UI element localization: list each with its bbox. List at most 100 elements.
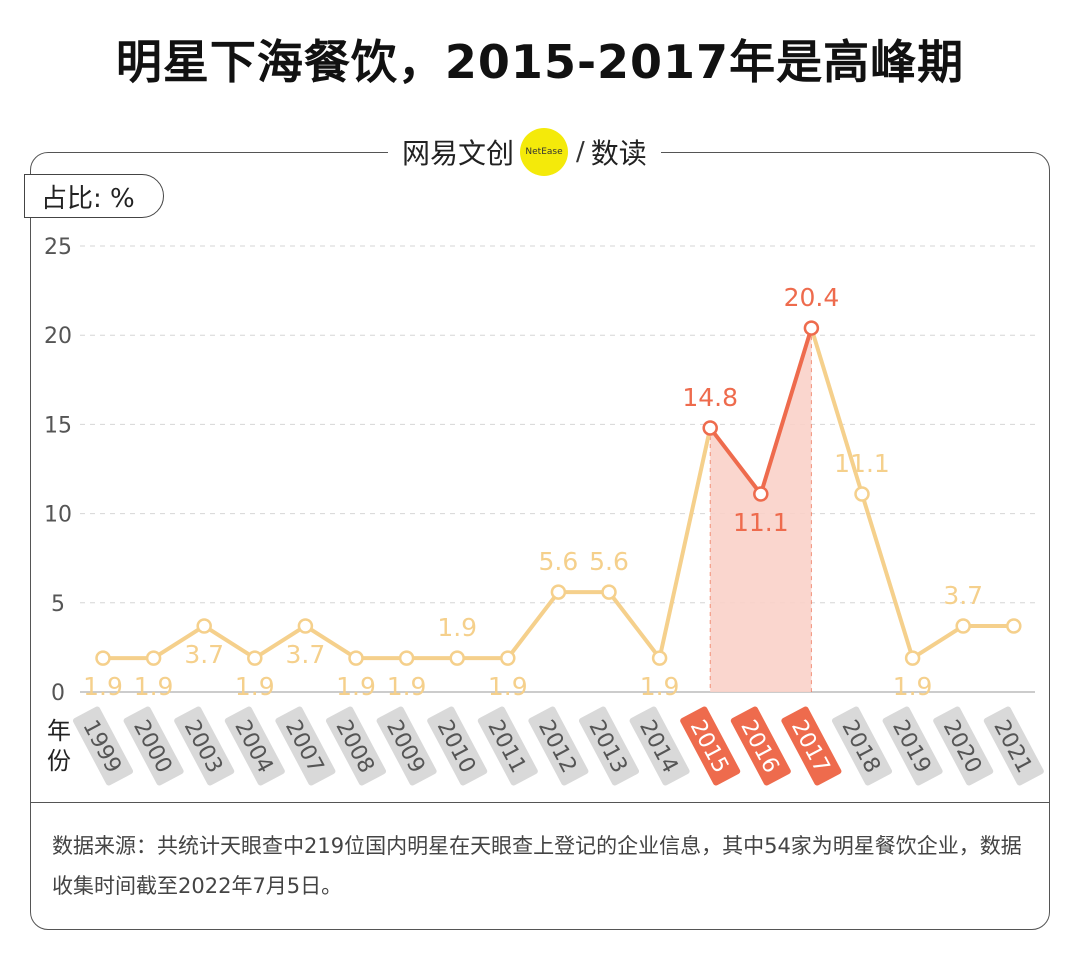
series-lines	[101, 326, 1016, 661]
x-tick-tag: 2008	[325, 706, 387, 786]
data-label: 1.9	[437, 613, 477, 642]
data-point	[145, 650, 162, 666]
y-tick-label: 25	[44, 235, 72, 260]
data-label: 1.9	[893, 672, 933, 701]
netease-logo-icon: NetEase	[520, 128, 569, 176]
line-segment	[151, 623, 207, 661]
brand-name: 网易文创	[402, 137, 515, 170]
data-label: 1.9	[488, 672, 528, 701]
y-tick-label: 15	[44, 413, 72, 438]
x-tick-tag-bg	[427, 706, 488, 786]
x-tick-tag-bg	[275, 706, 336, 786]
data-point	[753, 486, 769, 502]
y-unit-label: 占比: %	[24, 174, 164, 218]
x-tick-tag: 1999	[72, 706, 134, 786]
y-tick-label: 20	[44, 324, 72, 349]
x-tick-tag: 2018	[831, 706, 893, 786]
x-tick-tag-bg	[123, 706, 184, 786]
x-tick-tag-bg	[376, 706, 437, 786]
data-label: 1.9	[235, 672, 275, 701]
x-tick-tag: 2015	[680, 706, 741, 786]
x-tick-tag: 2017	[781, 706, 842, 786]
x-tick-tag: 2020	[933, 706, 994, 786]
brand-slash: /	[576, 137, 585, 167]
line-segment	[202, 623, 257, 661]
data-point	[348, 650, 364, 666]
x-tick-tag-bg	[528, 706, 589, 786]
x-tick-tag-bg	[477, 706, 538, 786]
data-label: 20.4	[784, 283, 840, 312]
brand-logo: 网易文创 NetEase / 数读	[388, 126, 661, 178]
line-segment	[758, 326, 814, 496]
y-ticks: 0 5 10 15 20 25	[44, 235, 72, 706]
x-tick-tag: 2000	[123, 706, 184, 786]
x-tick-tag: 2019	[882, 706, 943, 786]
data-point	[651, 650, 668, 666]
data-point	[904, 650, 921, 666]
data-label: 3.7	[184, 640, 224, 669]
highlight-area-fill	[710, 328, 812, 692]
x-tick-tag-bg	[933, 706, 994, 786]
data-label: 1.9	[134, 672, 174, 701]
x-tick-tag: 2010	[427, 706, 488, 786]
x-tick-tag-bg	[882, 706, 943, 786]
data-point	[550, 584, 567, 600]
line-segment	[657, 425, 713, 661]
grid-lines	[80, 245, 1035, 693]
x-tick-tag-bg	[72, 706, 134, 786]
data-point	[247, 650, 263, 666]
data-labels: 1.9 1.9 3.7 1.9 3.7 1.9 1.9 1.9 1.9 5.6 5.6 1.9 14.8…	[83, 283, 983, 701]
x-tick-tag-bg	[325, 706, 387, 786]
data-point	[1006, 618, 1022, 634]
data-label: 1.9	[336, 672, 376, 701]
data-label: 1.9	[83, 672, 123, 701]
line-segment	[860, 491, 915, 661]
x-tick-tag-bg	[831, 706, 893, 786]
data-label: 1.9	[387, 672, 427, 701]
data-label: 14.8	[682, 383, 738, 412]
x-tick-tag: 2011	[477, 706, 538, 786]
data-point	[854, 486, 870, 502]
x-tick-tag: 2003	[174, 706, 235, 786]
x-tick-tag: 2007	[275, 706, 336, 786]
x-tick-tag: 2014	[629, 706, 690, 786]
highlight-area	[709, 328, 812, 692]
chart-title: 明星下海餐饮，2015-2017年是高峰期	[115, 35, 965, 89]
data-label: 11.1	[834, 449, 890, 478]
data-points	[95, 320, 1022, 666]
data-point	[702, 420, 718, 436]
line-segment	[505, 590, 561, 661]
x-tick-tag-bg	[680, 706, 741, 786]
x-tick-tag-bg	[781, 706, 842, 786]
y-tick-label: 10	[44, 503, 72, 528]
data-label: 3.7	[943, 581, 983, 610]
data-point	[398, 650, 415, 666]
data-point	[449, 650, 465, 666]
data-label: 1.9	[640, 672, 680, 701]
footer-divider	[30, 802, 1050, 803]
line-segment	[607, 590, 662, 661]
x-tick-tag: 2012	[528, 706, 589, 786]
x-tick-tag-bg	[629, 706, 690, 786]
source-note: 数据来源：共统计天眼查中219位国内明星在天眼查上登记的企业信息，其中54家为明…	[52, 834, 1022, 898]
brand-logo-text: NetEase	[525, 147, 563, 157]
line-segment	[303, 623, 358, 661]
x-tick-tag-bg	[224, 706, 285, 786]
data-label: 11.1	[733, 508, 789, 537]
x-tick-tag: 2009	[376, 706, 437, 786]
y-tick-label: 0	[51, 681, 65, 706]
data-point	[95, 650, 111, 666]
x-ticks: 1999 2000 2003 2004 2007 2008 2009 2010 2011 2012…	[72, 706, 1044, 786]
x-tick-tag: 2004	[224, 706, 285, 786]
data-point	[803, 320, 820, 336]
x-tick-tag-bg	[983, 706, 1044, 786]
data-point	[500, 650, 516, 666]
line-segment	[809, 326, 864, 496]
line-segment	[910, 623, 966, 661]
data-label: 5.6	[589, 547, 629, 576]
x-tick-tag-bg	[578, 706, 640, 786]
data-point	[601, 584, 617, 600]
x-tick-tag-bg	[174, 706, 235, 786]
line-segment	[708, 425, 763, 496]
x-tick-tag: 2021	[983, 706, 1044, 786]
